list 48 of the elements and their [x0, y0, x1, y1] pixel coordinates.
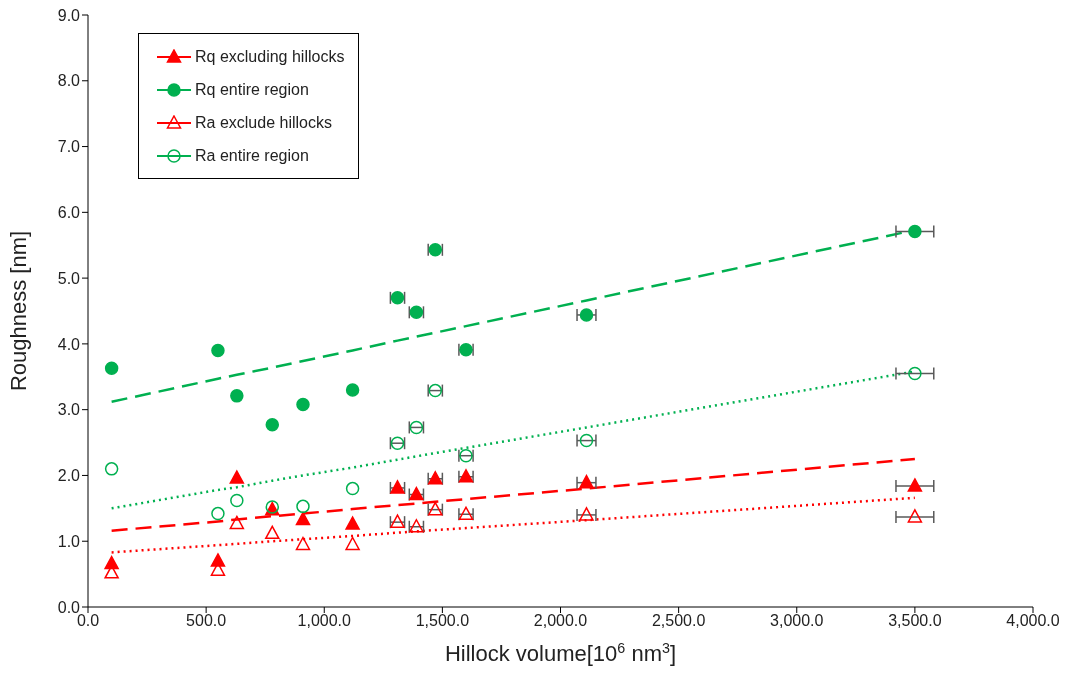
x-tick-label: 2,500.0 — [651, 612, 706, 630]
point — [296, 499, 310, 514]
x-tick-label: 4,000.0 — [1006, 612, 1060, 630]
point — [104, 462, 119, 476]
legend-label: Rq entire region — [195, 80, 309, 99]
point — [265, 525, 280, 540]
y-tick-label: 1.0 — [57, 532, 81, 550]
point — [345, 516, 360, 530]
point — [230, 389, 244, 403]
y-tick-label: 5.0 — [57, 269, 81, 287]
point — [908, 224, 922, 239]
point — [908, 366, 922, 381]
point — [345, 481, 360, 496]
y-tick-label: 3.0 — [57, 401, 81, 419]
point — [907, 478, 923, 492]
point — [296, 397, 310, 412]
y-axis-title: Roughness [nm] — [5, 230, 31, 392]
point — [907, 509, 923, 523]
y-tick-label: 7.0 — [57, 138, 81, 156]
legend-label: Rq excluding hillocks — [195, 47, 345, 66]
point — [295, 511, 311, 526]
y-tick-label: 6.0 — [57, 204, 81, 222]
x-tick-label: 3,500.0 — [888, 612, 942, 630]
point — [230, 493, 244, 508]
point — [211, 506, 225, 521]
point — [345, 536, 360, 551]
x-tick-label: 3,000.0 — [770, 612, 824, 630]
point — [295, 536, 311, 551]
x-axis-title: Hillock volume[10$^{6}$ nm$^{3}$] — [444, 640, 677, 666]
point — [345, 383, 360, 397]
point — [229, 515, 245, 530]
point — [104, 361, 119, 375]
line-series — [110, 457, 917, 532]
legend-label: Ra exclude hillocks — [195, 113, 332, 132]
point — [229, 470, 245, 484]
point — [211, 343, 225, 358]
x-tick-label: 2,000.0 — [533, 612, 588, 630]
x-tick-label: 1,500.0 — [415, 612, 470, 630]
legend-label: Ra entire region — [195, 146, 309, 165]
y-tick-label: 2.0 — [57, 467, 81, 485]
line-series — [110, 496, 917, 554]
x-tick-label: 0.0 — [76, 612, 100, 630]
x-tick-label: 1,000.0 — [297, 612, 352, 630]
y-tick-label: 8.0 — [57, 72, 81, 90]
y-tick-label: 4.0 — [57, 335, 81, 353]
x-tick-label: 500.0 — [186, 612, 227, 630]
y-tick-label: 9.0 — [57, 6, 81, 24]
point — [265, 418, 280, 432]
